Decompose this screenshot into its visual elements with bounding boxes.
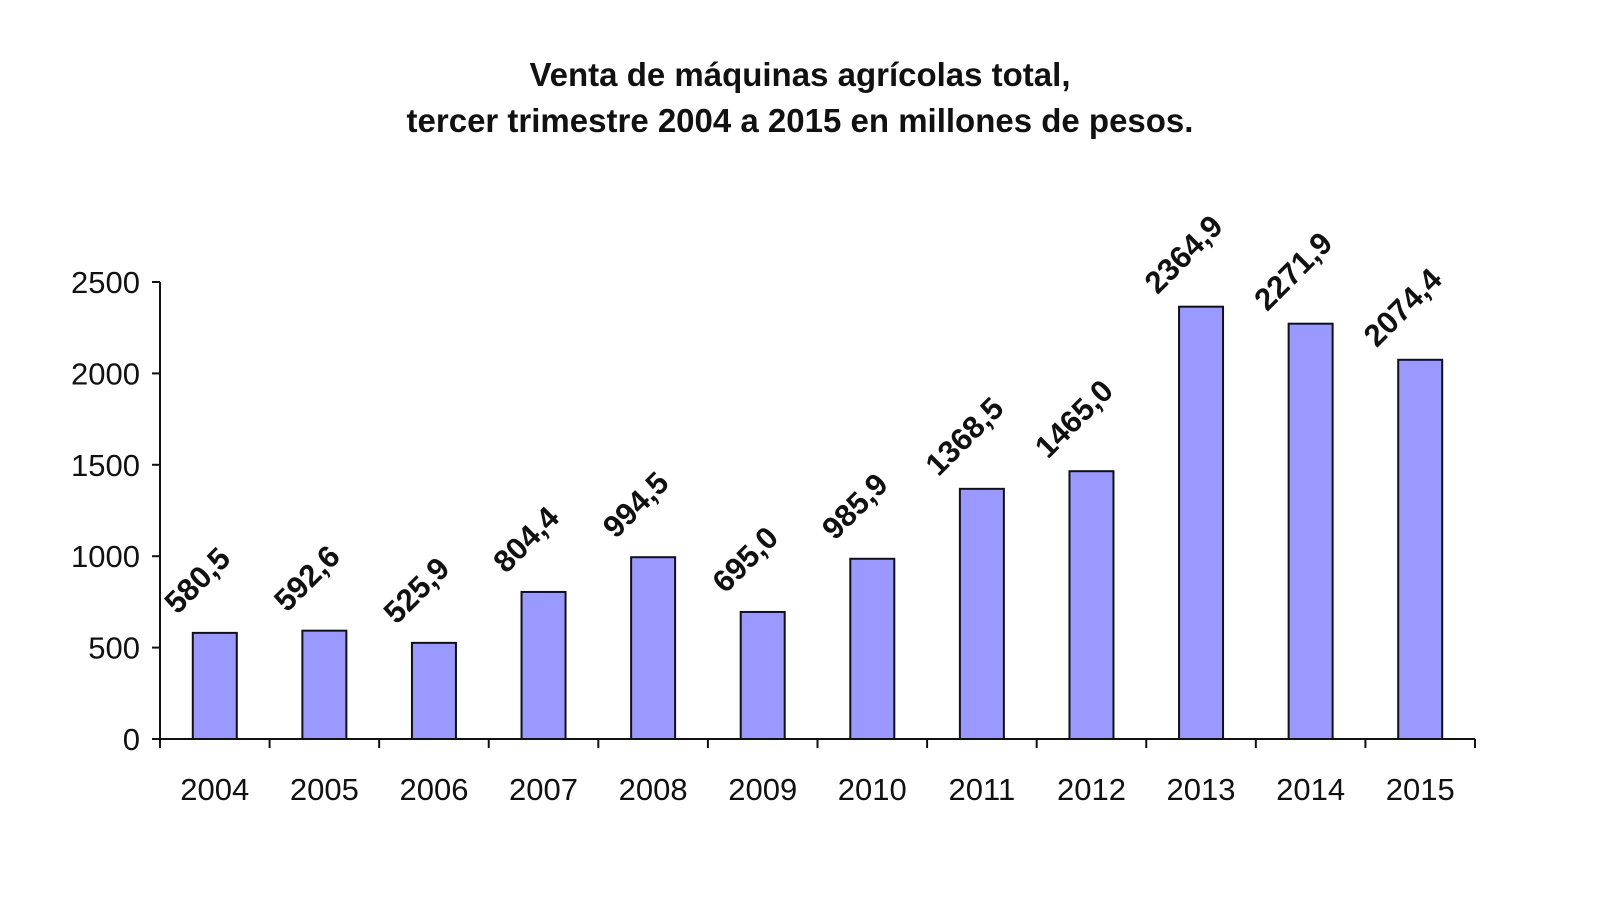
bar xyxy=(410,641,457,740)
x-tick-label: 2004 xyxy=(180,772,249,807)
bar xyxy=(958,487,1005,740)
chart-subtitle: tercer trimestre 2004 a 2015 en millones… xyxy=(406,102,1194,139)
data-label: 2364,9 xyxy=(1138,208,1230,300)
y-tick-label: 1000 xyxy=(71,539,140,574)
bar xyxy=(520,590,567,741)
y-tick-label: 2500 xyxy=(71,265,140,300)
x-tick-label: 2013 xyxy=(1167,772,1236,807)
bar xyxy=(849,557,896,740)
data-labels-group: 580,5 592,6 525,9 804,4 994,5 695,0 985,9 1368,… xyxy=(158,208,1450,630)
data-label: 985,9 xyxy=(815,467,895,547)
y-tick-label: 0 xyxy=(123,722,140,757)
x-tick-label: 2014 xyxy=(1276,772,1345,807)
bar xyxy=(1397,358,1444,740)
x-tick-label: 2005 xyxy=(290,772,359,807)
x-tick-label: 2015 xyxy=(1386,772,1455,807)
bar xyxy=(191,631,238,740)
data-label: 1368,5 xyxy=(919,391,1011,483)
y-axis: 0 500 1000 1500 2000 2500 xyxy=(71,265,161,757)
x-axis: 2004 2005 2006 2007 2008 2009 2010 2011 2012 2013… xyxy=(159,738,1476,807)
y-tick-label: 2000 xyxy=(71,356,140,391)
chart-title-block: Venta de máquinas agrícolas total, terce… xyxy=(0,52,1600,144)
bar xyxy=(630,556,677,740)
x-tick-label: 2008 xyxy=(619,772,688,807)
bar xyxy=(739,610,786,740)
x-tick-label: 2010 xyxy=(838,772,907,807)
x-tick-label: 2006 xyxy=(399,772,468,807)
data-label: 804,4 xyxy=(486,499,566,579)
data-label: 2074,4 xyxy=(1357,261,1449,353)
bar xyxy=(1178,305,1225,740)
bars-group xyxy=(191,305,1444,741)
data-label: 525,9 xyxy=(377,551,457,631)
data-label: 592,6 xyxy=(267,538,347,618)
chart-title: Venta de máquinas agrícolas total, xyxy=(529,56,1071,93)
bar xyxy=(301,629,348,741)
x-tick-label: 2012 xyxy=(1057,772,1126,807)
data-label: 695,0 xyxy=(705,520,785,600)
x-tick-label: 2007 xyxy=(509,772,578,807)
x-tick-label: 2009 xyxy=(728,772,797,807)
data-label: 580,5 xyxy=(158,541,238,621)
bar xyxy=(1287,322,1334,740)
x-tick-label: 2011 xyxy=(949,772,1016,807)
y-tick-label: 1500 xyxy=(71,448,140,483)
y-tick-label: 500 xyxy=(88,631,140,666)
data-label: 2271,9 xyxy=(1247,225,1339,317)
data-label: 1465,0 xyxy=(1028,373,1120,465)
bar xyxy=(1068,470,1115,740)
data-label: 994,5 xyxy=(596,465,676,545)
